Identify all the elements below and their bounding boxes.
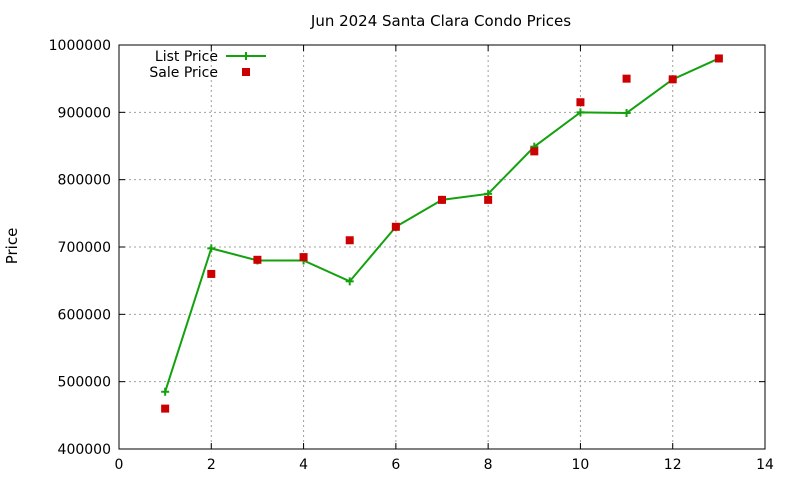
axes: 0 2 4 6 8 10 12 14 400000 500000 600000 700000 80000… (49, 38, 774, 473)
list-price-line (164, 57, 720, 393)
y-tick-label: 800000 (58, 173, 111, 189)
list-price-point (161, 387, 170, 396)
grid (119, 45, 765, 449)
y-tick-label: 500000 (58, 375, 111, 391)
y-tick-label: 400000 (58, 442, 111, 458)
sale-price-point (668, 75, 677, 84)
y-tick-label: 1000000 (49, 38, 111, 54)
x-tick-label: 6 (391, 457, 400, 473)
sale-price-point (622, 74, 631, 83)
legend-label: Sale Price (149, 65, 218, 81)
series-layer (161, 54, 723, 413)
y-tick-label: 900000 (58, 105, 111, 121)
sale-price-point (253, 255, 262, 264)
sale-price-point (161, 404, 170, 413)
sale-price-point (484, 195, 493, 204)
x-tick-label: 0 (115, 457, 124, 473)
x-tick-label: 12 (664, 457, 682, 473)
sale-price-point (576, 98, 585, 107)
x-tick-label: 10 (572, 457, 590, 473)
x-tick-label: 2 (207, 457, 216, 473)
legend-plus-marker (242, 52, 250, 60)
list-price-point (207, 244, 216, 253)
y-tick-label: 700000 (58, 240, 111, 256)
sale-price-point (207, 269, 216, 278)
x-tick-label: 14 (756, 457, 774, 473)
sale-price-point (530, 147, 539, 156)
sale-price-point (345, 236, 354, 245)
legend-square-marker (242, 68, 250, 76)
sale-price-point (438, 195, 446, 204)
y-axis-label: Price (3, 228, 21, 265)
chart-title: Jun 2024 Santa Clara Condo Prices (310, 12, 571, 30)
legend-label: List Price (155, 49, 218, 65)
sale-price-point (391, 222, 400, 231)
list-price-point (576, 108, 585, 117)
sale-price-point (299, 253, 308, 262)
x-tick-label: 4 (299, 457, 308, 473)
y-tick-label: 600000 (58, 307, 111, 323)
x-tick-label: 8 (484, 457, 493, 473)
sale-price-point (714, 54, 723, 63)
list-price-point (622, 109, 631, 118)
list-price-point (345, 277, 354, 286)
